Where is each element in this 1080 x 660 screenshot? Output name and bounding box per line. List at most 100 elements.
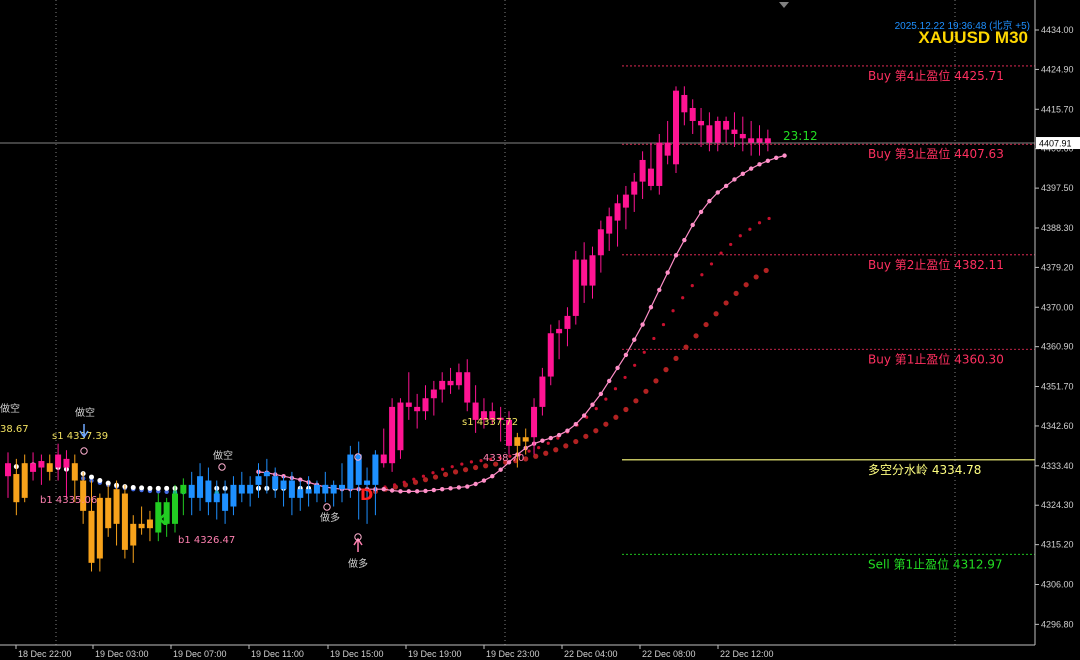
x-tick-label: 22 Dec 12:00 — [720, 649, 774, 659]
y-tick-label: 4434.00 — [1041, 25, 1074, 35]
candle-body — [197, 476, 204, 498]
ma-slow-dot — [713, 311, 719, 317]
candle-body — [497, 417, 504, 420]
ma-fast-dot — [748, 166, 754, 171]
candle-body — [180, 484, 187, 494]
ma-slow-dot — [743, 282, 749, 288]
candle-body — [664, 142, 671, 156]
candle-body — [689, 107, 696, 121]
ma-slow-dot — [442, 471, 449, 478]
candle-body — [656, 142, 663, 186]
ma-mid-dot — [613, 387, 618, 391]
ma-fast-dot — [698, 209, 704, 215]
candle-body — [280, 480, 287, 490]
candle-body — [622, 194, 629, 208]
x-tick-label: 18 Dec 22:00 — [18, 649, 72, 659]
ma-mid-dot — [633, 363, 637, 367]
candle-body — [739, 133, 746, 139]
candle-body — [706, 125, 713, 143]
ma-fast-dot — [598, 391, 604, 397]
candle-body — [455, 372, 462, 386]
ma-fast-dot — [590, 402, 595, 407]
ma-slow-dot — [483, 463, 489, 469]
ma-fast-dot — [607, 378, 612, 384]
ma-mid-dot — [700, 273, 704, 277]
ma-fast-line — [258, 155, 785, 492]
ma-fast-dot — [498, 467, 503, 472]
signal-label: 做多 — [320, 511, 340, 524]
candle-body — [155, 502, 162, 533]
candle-body — [723, 120, 730, 130]
y-tick-label: 4296.80 — [1041, 619, 1074, 629]
candle-body — [146, 519, 153, 529]
ma-slow-dot — [573, 438, 579, 445]
candle-body — [297, 489, 304, 498]
ma-mid-dot — [393, 483, 397, 487]
candle-body — [698, 120, 705, 126]
x-tick-label: 19 Dec 23:00 — [486, 649, 540, 659]
ma-slow-dot — [613, 414, 619, 420]
short-arrow-icon — [79, 424, 89, 439]
ma-slow-dot — [432, 474, 439, 480]
candle-body — [288, 480, 295, 498]
ma-mid-dot — [546, 441, 550, 445]
ma-mid-dot — [729, 242, 733, 247]
tp-level-label: 多空分水岭 4334.78 — [868, 463, 981, 477]
ma-fast-dot — [389, 488, 395, 493]
ma-fast-dot — [782, 153, 787, 158]
candle-body — [589, 255, 596, 286]
ma-slow-dot — [493, 461, 499, 467]
ma-mid-dot — [556, 436, 560, 440]
candle-body — [88, 510, 95, 563]
y-tick-label: 4415.70 — [1041, 104, 1074, 114]
candle-body — [430, 389, 437, 399]
candle-body — [731, 129, 738, 134]
signal-circle-icon — [80, 447, 88, 455]
candle-body — [247, 484, 254, 494]
ma-mid-dot — [469, 460, 474, 464]
ma-slow-dot — [462, 467, 469, 473]
candle-body — [255, 476, 262, 485]
ma-fast-dot — [665, 270, 670, 275]
y-tick-label: 4306.00 — [1041, 580, 1074, 590]
ma-slow-dot — [583, 433, 589, 439]
ma-fast-dot — [465, 484, 470, 489]
ma-fast-dot — [640, 322, 645, 327]
candle-body — [63, 458, 70, 468]
ma-slow-dot — [643, 388, 649, 394]
ma-fast-dot — [690, 222, 695, 228]
candle-body — [163, 502, 170, 524]
candle-body — [222, 493, 229, 511]
signal-label: s1 4337.72 — [462, 417, 518, 428]
ma-slow-dot — [452, 469, 459, 475]
ma-mid-dot — [460, 462, 464, 466]
signal-dot-white — [155, 485, 161, 491]
ma-mid-dot — [498, 456, 502, 460]
candle-body — [380, 454, 387, 464]
ma-slow-dot — [683, 344, 689, 350]
candle-body — [213, 493, 220, 503]
ma-mid-dot — [508, 454, 512, 458]
ma-fast-dot — [715, 190, 720, 195]
candle-body — [21, 463, 28, 498]
ma-slow-dot — [693, 333, 699, 339]
y-tick-label: 4388.30 — [1041, 223, 1074, 233]
ma-fast-dot — [414, 489, 420, 494]
x-tick-label: 22 Dec 08:00 — [642, 649, 696, 659]
ma-fast-dot — [448, 486, 453, 491]
ma-slow-dot — [723, 300, 729, 306]
ma-fast-dot — [615, 365, 620, 371]
ma-fast-dot — [723, 183, 729, 189]
ma-mid-dot — [431, 471, 435, 475]
ma-mid-dot — [402, 480, 406, 484]
current-price-tag — [1036, 137, 1080, 150]
ma-fast-dot — [732, 177, 737, 182]
ma-mid-dot — [642, 350, 646, 354]
candle-body — [263, 471, 270, 477]
ma-slow-dot — [673, 355, 679, 361]
candle-body — [514, 437, 521, 446]
